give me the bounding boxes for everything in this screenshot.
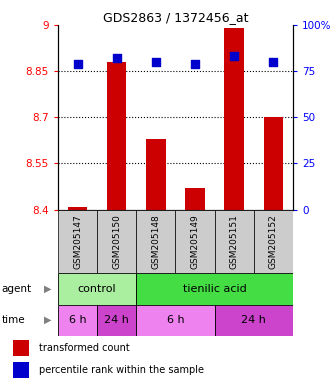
- Bar: [136, 273, 293, 305]
- Point: [231, 53, 237, 60]
- Point: [153, 59, 159, 65]
- Bar: [254, 210, 293, 273]
- Text: 24 h: 24 h: [241, 315, 266, 325]
- Title: GDS2863 / 1372456_at: GDS2863 / 1372456_at: [103, 11, 248, 24]
- Point: [75, 61, 80, 67]
- Text: GSM205151: GSM205151: [230, 214, 239, 269]
- Text: 24 h: 24 h: [104, 315, 129, 325]
- Bar: [185, 188, 205, 210]
- Text: control: control: [78, 284, 117, 294]
- Text: time: time: [2, 315, 25, 325]
- Bar: [58, 273, 136, 305]
- Bar: [97, 305, 136, 336]
- Bar: [136, 210, 175, 273]
- Bar: [175, 210, 214, 273]
- Text: percentile rank within the sample: percentile rank within the sample: [39, 366, 204, 376]
- Bar: [58, 305, 97, 336]
- Bar: [97, 210, 136, 273]
- Point: [192, 61, 198, 67]
- Text: GSM205147: GSM205147: [73, 214, 82, 269]
- Bar: [13, 362, 29, 378]
- Text: GSM205152: GSM205152: [269, 214, 278, 269]
- Text: GSM205150: GSM205150: [112, 214, 121, 269]
- Text: 6 h: 6 h: [69, 315, 86, 325]
- Text: transformed count: transformed count: [39, 343, 130, 353]
- Bar: [58, 210, 97, 273]
- Text: GSM205149: GSM205149: [191, 214, 200, 269]
- Bar: [146, 139, 166, 210]
- Point: [114, 55, 119, 61]
- Text: ▶: ▶: [44, 315, 51, 325]
- Bar: [68, 207, 87, 210]
- Bar: [214, 305, 293, 336]
- Text: 6 h: 6 h: [166, 315, 184, 325]
- Text: tienilic acid: tienilic acid: [183, 284, 247, 294]
- Bar: [263, 118, 283, 210]
- Text: ▶: ▶: [44, 284, 51, 294]
- Text: GSM205148: GSM205148: [151, 214, 160, 269]
- Bar: [13, 341, 29, 356]
- Bar: [136, 305, 214, 336]
- Point: [271, 59, 276, 65]
- Bar: [107, 62, 126, 210]
- Bar: [214, 210, 254, 273]
- Text: agent: agent: [2, 284, 32, 294]
- Bar: [224, 28, 244, 210]
